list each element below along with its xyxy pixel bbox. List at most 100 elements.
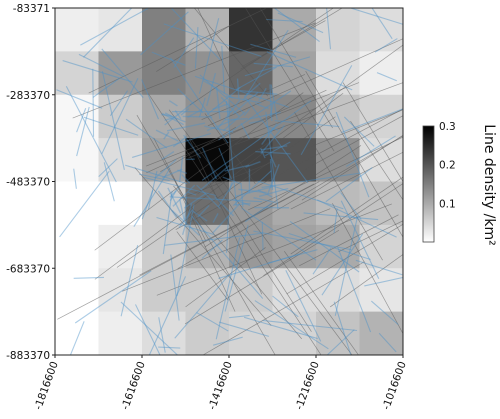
survey-line — [198, 169, 322, 355]
survey-line — [151, 51, 186, 66]
survey-line — [183, 195, 188, 221]
survey-line — [74, 270, 152, 324]
survey-line — [158, 346, 181, 349]
x-tick-label: -1416600 — [206, 360, 235, 412]
survey-line — [201, 128, 275, 181]
survey-line — [269, 158, 274, 190]
survey-line — [122, 208, 331, 292]
survey-line — [180, 109, 403, 200]
survey-line — [334, 215, 359, 316]
density-cell — [316, 51, 360, 96]
survey-line — [197, 44, 403, 195]
survey-line — [243, 108, 251, 116]
survey-line — [62, 60, 133, 83]
survey-line — [199, 74, 245, 114]
survey-line — [182, 115, 213, 118]
survey-line — [266, 51, 353, 91]
survey-line — [300, 65, 353, 156]
survey-line — [109, 90, 129, 117]
survey-line — [183, 192, 207, 209]
survey-line — [341, 108, 403, 134]
survey-line — [326, 329, 355, 355]
survey-line — [73, 276, 104, 279]
survey-line — [101, 77, 139, 155]
survey-line — [221, 45, 225, 94]
survey-line — [194, 75, 289, 108]
survey-line — [245, 8, 335, 152]
y-tick-label: -83371 — [13, 3, 50, 15]
survey-line — [210, 174, 312, 332]
survey-line — [242, 29, 289, 101]
survey-line — [163, 23, 262, 57]
density-cell — [359, 224, 404, 269]
survey-line — [103, 162, 115, 202]
survey-line — [164, 232, 263, 246]
survey-line — [188, 107, 317, 159]
survey-line — [234, 202, 251, 206]
density-cell — [316, 311, 360, 356]
survey-line — [178, 209, 193, 228]
survey-line — [225, 101, 237, 206]
survey-line — [73, 168, 77, 189]
survey-line — [83, 116, 139, 136]
survey-line — [224, 118, 249, 121]
survey-line — [286, 223, 403, 295]
survey-line — [185, 247, 266, 308]
survey-line — [172, 184, 196, 207]
density-cell — [55, 181, 99, 226]
survey-line — [351, 8, 403, 25]
survey-line — [69, 321, 85, 355]
survey-line — [261, 123, 278, 146]
survey-line — [239, 89, 278, 95]
survey-line — [162, 190, 173, 255]
survey-line — [235, 66, 277, 91]
survey-line — [134, 304, 161, 355]
survey-line — [141, 79, 160, 120]
density-cell — [316, 94, 360, 139]
colorbar-tick-label: 0.2 — [439, 160, 456, 172]
survey-line — [200, 164, 230, 191]
x-tick-label: -1016600 — [380, 360, 409, 412]
survey-line — [262, 319, 358, 332]
survey-line — [174, 274, 230, 339]
survey-line — [76, 108, 87, 133]
survey-line — [92, 68, 95, 137]
density-cell — [55, 268, 99, 313]
survey-line — [228, 182, 233, 193]
survey-line — [206, 86, 241, 115]
survey-line — [321, 233, 364, 296]
density-cell — [359, 181, 404, 226]
density-cell — [316, 181, 360, 226]
survey-line — [168, 109, 353, 355]
survey-line — [235, 82, 403, 146]
survey-line — [257, 189, 273, 198]
survey-line — [244, 56, 311, 77]
density-cell — [272, 311, 317, 356]
survey-line — [156, 203, 392, 296]
survey-line — [169, 115, 186, 123]
survey-line — [277, 12, 324, 34]
survey-line — [243, 316, 318, 340]
survey-line — [265, 141, 291, 157]
survey-line — [213, 336, 243, 346]
survey-line — [258, 87, 267, 102]
survey-line — [207, 38, 403, 127]
density-cell — [98, 138, 143, 182]
survey-line — [146, 89, 327, 174]
density-cell — [272, 224, 317, 269]
survey-line — [148, 276, 187, 355]
survey-line — [177, 169, 188, 175]
colorbar: 0.1 0.2 0.3 Line density /km² — [422, 121, 497, 246]
survey-line — [189, 8, 334, 106]
density-cell — [142, 224, 186, 269]
survey-line — [258, 187, 289, 198]
survey-line — [232, 170, 272, 206]
survey-line — [116, 116, 336, 268]
survey-line — [241, 207, 317, 261]
x-axis: -1816600 -1616600 -1416600 -1216600 -101… — [32, 355, 409, 412]
survey-line — [378, 332, 397, 353]
survey-line — [184, 229, 340, 325]
survey-line — [267, 249, 318, 264]
survey-line — [215, 86, 221, 119]
survey-line — [153, 137, 206, 241]
